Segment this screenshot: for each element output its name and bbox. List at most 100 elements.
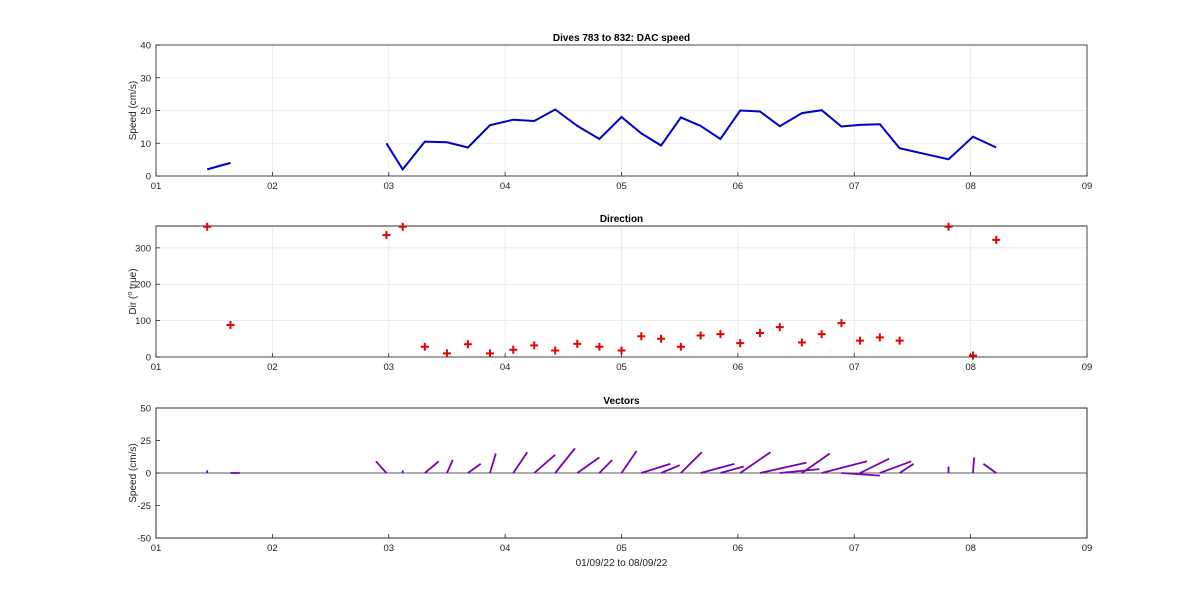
x-tick-label: 04 (500, 362, 511, 373)
speed-series-line (206, 161, 231, 171)
direction-marker (837, 319, 846, 328)
y-tick-label: 20 (140, 106, 151, 117)
y-tick-label: 30 (140, 73, 151, 84)
y-tick-label: 0 (146, 353, 151, 364)
direction-marker (992, 235, 1001, 244)
x-tick-label: 07 (849, 181, 860, 192)
direction-marker (817, 330, 826, 339)
direction-marker (944, 222, 953, 231)
current-vector (779, 468, 820, 474)
y-tick-label: 0 (146, 469, 151, 480)
x-tick-label: 03 (383, 543, 394, 554)
current-vector (620, 450, 638, 474)
direction-marker (895, 336, 904, 345)
current-vector (899, 463, 915, 474)
y-tick-label: 40 (140, 41, 151, 52)
direction-marker (509, 345, 518, 354)
direction-marker (463, 340, 472, 349)
x-tick-label: 04 (500, 181, 511, 192)
x-tick-label: 08 (965, 543, 976, 554)
x-tick-label: 03 (383, 362, 394, 373)
y-tick-label: -50 (137, 534, 151, 545)
current-vector (720, 465, 744, 474)
current-vector (641, 463, 671, 474)
x-tick-label: 02 (267, 362, 278, 373)
current-vector (424, 460, 440, 474)
current-vector (533, 454, 556, 474)
x-tick-label: 07 (849, 362, 860, 373)
current-vector (680, 451, 703, 474)
current-vector (660, 464, 681, 474)
y-tick-label: 10 (140, 139, 151, 150)
y-tick-label: 200 (135, 280, 151, 291)
x-tick-label: 06 (733, 362, 744, 373)
y-tick-label: 0 (146, 172, 151, 183)
direction-panel: 01 02 03 04 05 06 07 08 09 0 100 200 300 Direction Dir… (127, 214, 1092, 373)
x-tick-label: 06 (733, 543, 744, 554)
x-axis-label: 01/09/22 to 08/09/22 (576, 558, 668, 569)
current-vector (801, 452, 831, 474)
current-vector (841, 472, 880, 477)
current-vector (859, 457, 890, 474)
y-tick-label: -25 (137, 501, 151, 512)
direction-marker (637, 332, 646, 341)
current-vector (375, 460, 388, 474)
direction-marker (736, 339, 745, 348)
y-tick-label: 50 (140, 404, 151, 415)
vectors-panel: 01 02 03 04 05 06 07 08 09 -50 -25 0 25 50 Vectors Spee… (128, 396, 1092, 569)
direction-marker (203, 222, 212, 231)
x-tick-label: 08 (965, 362, 976, 373)
x-tick-label: 05 (616, 543, 627, 554)
degree-superscript: o (127, 292, 134, 296)
direction-marker (226, 320, 235, 329)
x-tick-label: 04 (500, 543, 511, 554)
y-axis-label-rest: true) (128, 268, 139, 291)
current-vector (446, 459, 454, 474)
x-tick-label: 02 (267, 181, 278, 192)
current-vector (554, 447, 576, 474)
direction-marker (797, 338, 806, 347)
x-tick-label: 09 (1082, 543, 1093, 554)
direction-marker (573, 339, 582, 348)
direction-marker (420, 342, 429, 351)
x-tick-label: 01 (151, 181, 162, 192)
current-vector (982, 463, 997, 474)
direction-marker (595, 342, 604, 351)
direction-marker (856, 336, 865, 345)
direction-marker (485, 349, 494, 358)
current-vector (879, 460, 912, 474)
x-tick-label: 09 (1082, 181, 1093, 192)
x-tick-label: 01 (151, 362, 162, 373)
current-vector (598, 459, 613, 474)
panel-title: Dives 783 to 832: DAC speed (553, 33, 690, 44)
current-vector (512, 451, 528, 474)
direction-marker (657, 334, 666, 343)
current-vector (489, 453, 497, 474)
current-vector (821, 460, 868, 474)
current-vector (972, 457, 976, 474)
direction-marker (775, 323, 784, 332)
direction-marker (617, 346, 626, 355)
direction-marker (875, 333, 884, 342)
direction-marker (755, 328, 764, 337)
y-axis-label: Speed (cm/s) (128, 443, 139, 502)
y-tick-label: 300 (135, 243, 151, 254)
speed-panel: 01 02 03 04 05 06 07 08 09 0 10 20 30 40 Dives 783 to … (128, 33, 1092, 192)
y-axis-label: Dir (o true) (127, 268, 139, 314)
direction-marker (696, 331, 705, 340)
speed-series-line (385, 108, 997, 172)
x-tick-label: 06 (733, 181, 744, 192)
x-tick-label: 02 (267, 543, 278, 554)
x-tick-label: 01 (151, 543, 162, 554)
current-vector (576, 456, 600, 474)
x-tick-label: 03 (383, 181, 394, 192)
x-tick-label: 08 (965, 181, 976, 192)
direction-marker (968, 351, 977, 360)
x-tick-label: 05 (616, 181, 627, 192)
current-vector (739, 451, 771, 474)
direction-marker (382, 231, 391, 240)
current-vector (467, 463, 482, 474)
panel-title: Direction (600, 214, 643, 225)
x-tick-label: 05 (616, 362, 627, 373)
